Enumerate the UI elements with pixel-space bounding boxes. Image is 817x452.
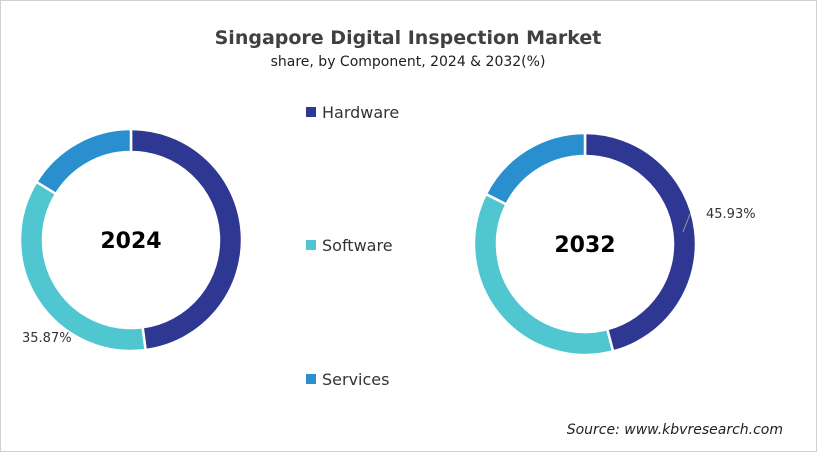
donut-slice-2032-software — [472, 192, 615, 357]
legend-swatch-software — [306, 240, 316, 250]
chart-subtitle: share, by Component, 2024 & 2032(%) — [271, 54, 546, 70]
data-label-2032-hardware: 45.93% — [706, 207, 756, 222]
donut-slice-2024-services — [34, 127, 133, 196]
legend-label-software: Software — [322, 236, 393, 255]
legend-swatch-services — [306, 374, 316, 384]
legend-swatch-hardware — [306, 107, 316, 117]
leader-line-2032-hardware — [682, 213, 691, 233]
donut-center-label-2032: 2032 — [554, 233, 615, 258]
donut-slice-2024-software — [18, 180, 148, 353]
legend-label-hardware: Hardware — [322, 103, 399, 122]
data-label-2024-software: 35.87% — [22, 331, 72, 346]
legend-label-services: Services — [322, 370, 389, 389]
chart-title: Singapore Digital Inspection Market — [215, 27, 602, 49]
donut-slice-2032-services — [484, 131, 587, 207]
source-note: Source: www.kbvresearch.com — [567, 422, 783, 438]
donut-slice-2024-hardware — [129, 127, 244, 352]
donut-center-label-2024: 2024 — [100, 229, 161, 254]
